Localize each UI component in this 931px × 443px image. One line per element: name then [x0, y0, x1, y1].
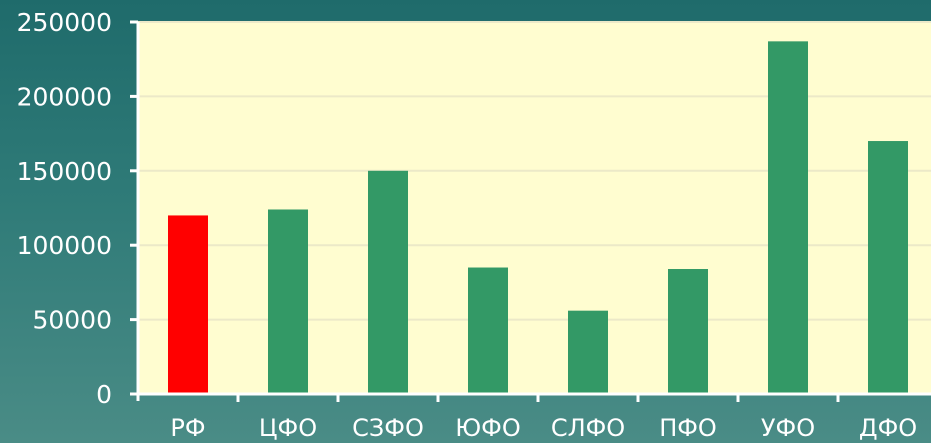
x-axis-tick-labels: РФ ЦФО СЗФО ЮФО СЛФО ПФО УФО ДФО: [170, 414, 917, 442]
bar: [568, 310, 608, 394]
x-tick-label: ПФО: [659, 414, 717, 442]
y-tick-label: 150000: [17, 157, 112, 186]
y-tick-label: 50000: [32, 306, 112, 335]
y-tick-label: 200000: [17, 82, 112, 111]
y-tick-label: 250000: [17, 8, 112, 37]
x-tick-label: СЛФО: [551, 414, 625, 442]
bars: [168, 41, 908, 395]
bar: [768, 41, 808, 395]
bar: [868, 141, 908, 394]
bar: [168, 215, 208, 394]
x-tick-label: ЮФО: [455, 414, 520, 442]
x-tick-label: ЦФО: [259, 414, 317, 442]
bar: [468, 267, 508, 394]
x-tick-label: РФ: [170, 414, 205, 442]
axes: [130, 20, 931, 402]
x-tick-label: СЗФО: [352, 414, 424, 442]
y-axis-tick-labels: 0 50000 100000 150000 200000 250000: [17, 8, 112, 409]
x-tick-label: ДФО: [859, 414, 917, 442]
bar: [668, 269, 708, 394]
plot-area: [138, 22, 931, 394]
y-tick-label: 0: [96, 380, 112, 409]
y-tick-label: 100000: [17, 231, 112, 260]
bar: [268, 209, 308, 394]
bar: [368, 170, 408, 394]
x-tick-label: УФО: [761, 414, 815, 442]
